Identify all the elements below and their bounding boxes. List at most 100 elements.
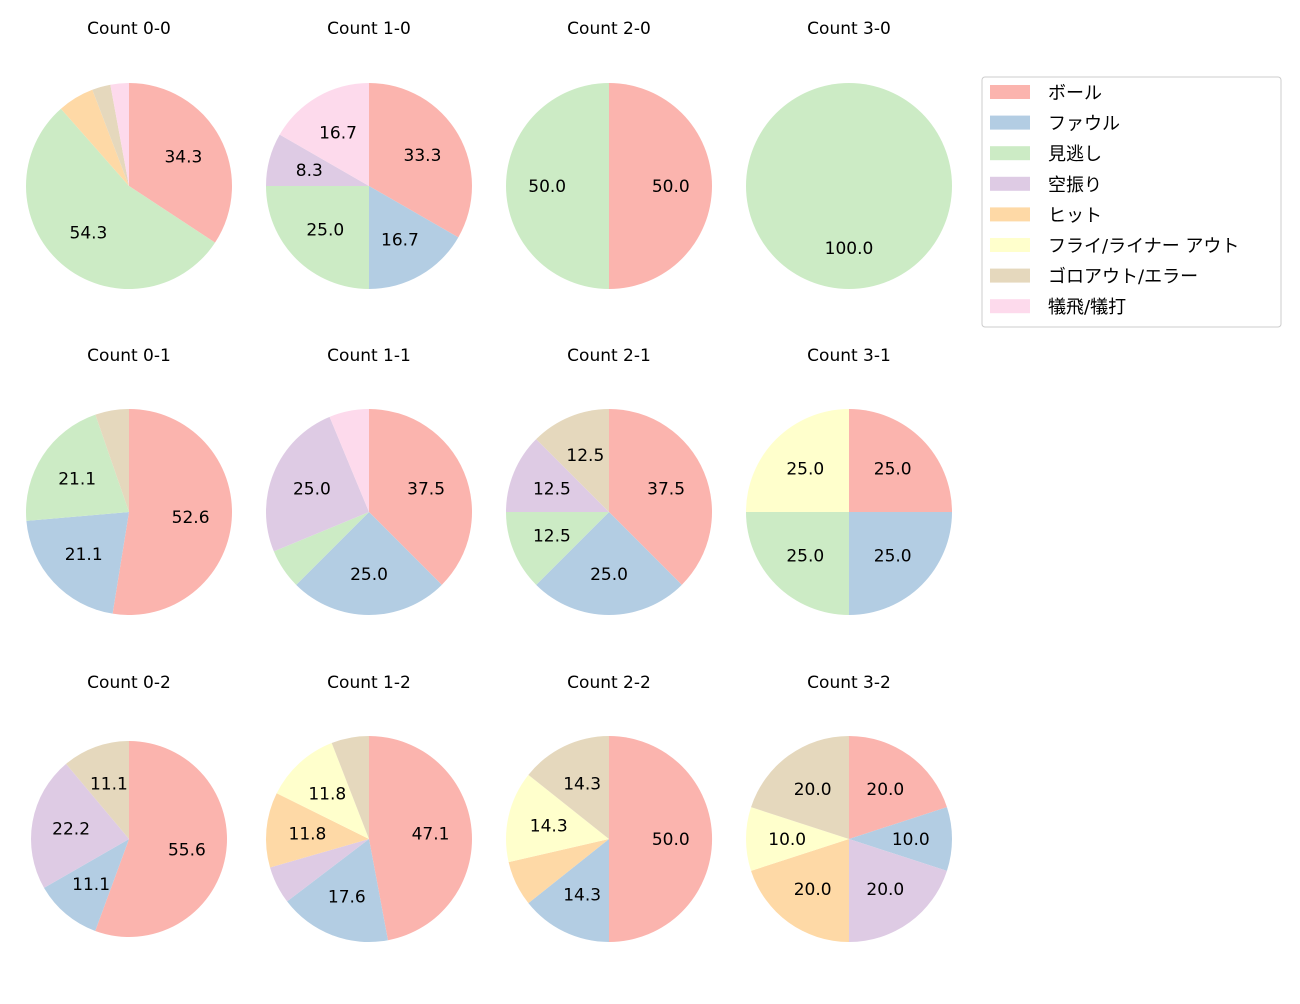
slice-label: 54.3 [70,224,108,244]
pie-count-2-1: Count 2-1 37.5 25.0 12.5 12.5 12.5 [506,346,712,615]
slice-label: 16.7 [319,124,357,144]
legend-swatch [990,85,1030,99]
pie-slice [746,83,952,289]
legend-label: ボール [1048,83,1102,104]
slice-label: 55.6 [168,840,206,860]
slice-label: 25.0 [350,565,388,585]
slice-label: 25.0 [306,221,344,241]
pie-slice [329,409,369,512]
legend-label: ヒット [1048,205,1102,226]
slice-label: 10.0 [892,830,930,850]
pie-count-1-2: Count 1-2 47.1 17.6 11.8 11.8 [266,673,472,943]
slice-label: 25.0 [590,565,628,585]
slice-label: 14.3 [530,816,568,836]
legend-frame [981,76,1282,328]
slice-label: 33.3 [404,146,442,166]
slice-label: 11.8 [308,784,346,804]
pie-slice [369,409,472,585]
legend-item: ヒット [990,205,1102,226]
pie-slice [609,409,712,585]
slice-label: 16.7 [381,230,419,250]
pie-slice [31,763,129,888]
pie-slice [25,414,130,521]
pie-slice [369,186,459,289]
pie-slice [751,839,849,942]
pie-slice [849,736,947,839]
pie-slice [505,774,609,863]
pie-slice [110,83,129,186]
slice-label: 25.0 [786,459,824,479]
pie-slice [369,736,472,941]
slice-label: 47.1 [412,824,450,844]
legend-swatch [990,176,1030,191]
pie-title: Count 1-1 [327,346,411,366]
pie-slice [508,839,609,904]
pie-title: Count 2-1 [567,346,651,366]
pie-slice [609,736,713,943]
slice-label: 17.6 [328,888,366,908]
pie-slice [60,89,129,186]
legend-swatch [990,268,1030,283]
pie-title: Count 0-1 [87,346,171,366]
pie-count-2-0: Count 2-0 50.0 50.0 [506,19,712,289]
slice-label: 12.5 [566,446,604,466]
pie-slice [95,409,129,512]
pie-count-1-1: Count 1-1 37.5 25.0 25.0 [266,346,472,615]
pie-title: Count 3-1 [807,346,891,366]
legend-item: ゴロアウト/エラー [990,267,1198,288]
legend-label: フライ/ライナー アウト [1048,236,1239,257]
pie-slice [273,512,369,585]
slice-label: 34.3 [164,148,202,168]
pie-slice [266,416,369,552]
slice-label: 37.5 [407,479,445,499]
pie-slice [746,807,849,871]
legend-label: ファウル [1048,114,1120,135]
pie-slice [44,839,130,931]
slice-label: 20.0 [794,780,832,800]
slice-label: 8.3 [296,161,323,181]
slice-label: 11.1 [72,875,110,895]
slice-label: 52.6 [172,508,210,528]
slice-label: 50.0 [528,177,566,197]
pie-count-3-0: Count 3-0 100.0 [746,19,952,289]
pie-count-0-0: Count 0-0 34.3 54.3 [25,19,232,290]
slice-label: 20.0 [866,880,904,900]
pie-slice [266,793,369,868]
pie-slice [287,839,388,943]
legend-swatch [990,115,1030,130]
slice-label: 11.8 [289,824,327,844]
slice-label: 14.3 [563,774,601,794]
pie-slice [536,409,609,512]
legend-swatch [990,146,1030,161]
pie-title: Count 3-0 [807,19,891,39]
pie-slice [95,741,228,937]
slice-label: 21.1 [58,469,96,489]
slice-label: 25.0 [874,547,912,567]
pie-slice [746,409,849,512]
pie-slice [270,839,369,902]
pie-slice [849,839,947,942]
slice-label: 20.0 [794,880,832,900]
legend-swatch [990,207,1030,222]
legend-label: 犠飛/犠打 [1048,297,1126,318]
pie-count-2-2: Count 2-2 50.0 14.3 14.3 14.3 [505,673,713,943]
pie-slice [66,741,129,839]
pie-count-1-0: Count 1-0 33.3 16.7 25.0 8.3 16.7 [266,19,472,289]
slice-label: 25.0 [874,459,912,479]
legend-item: ファウル [990,114,1120,135]
pie-slice [849,807,953,871]
pie-slice [266,134,369,186]
pie-title: Count 0-2 [87,673,171,693]
pie-slice [506,83,609,289]
slice-label: 37.5 [647,479,685,499]
slice-label: 12.5 [533,527,571,547]
pie-count-0-1: Count 0-1 52.6 21.1 21.1 [25,346,233,615]
pie-slice [536,512,682,615]
legend-label: ゴロアウト/エラー [1048,267,1198,288]
legend-swatch [990,299,1030,314]
pie-title: Count 1-2 [327,673,411,693]
pie-title: Count 3-2 [807,673,891,693]
pie-slice [746,512,849,615]
pie-slice [609,83,712,289]
